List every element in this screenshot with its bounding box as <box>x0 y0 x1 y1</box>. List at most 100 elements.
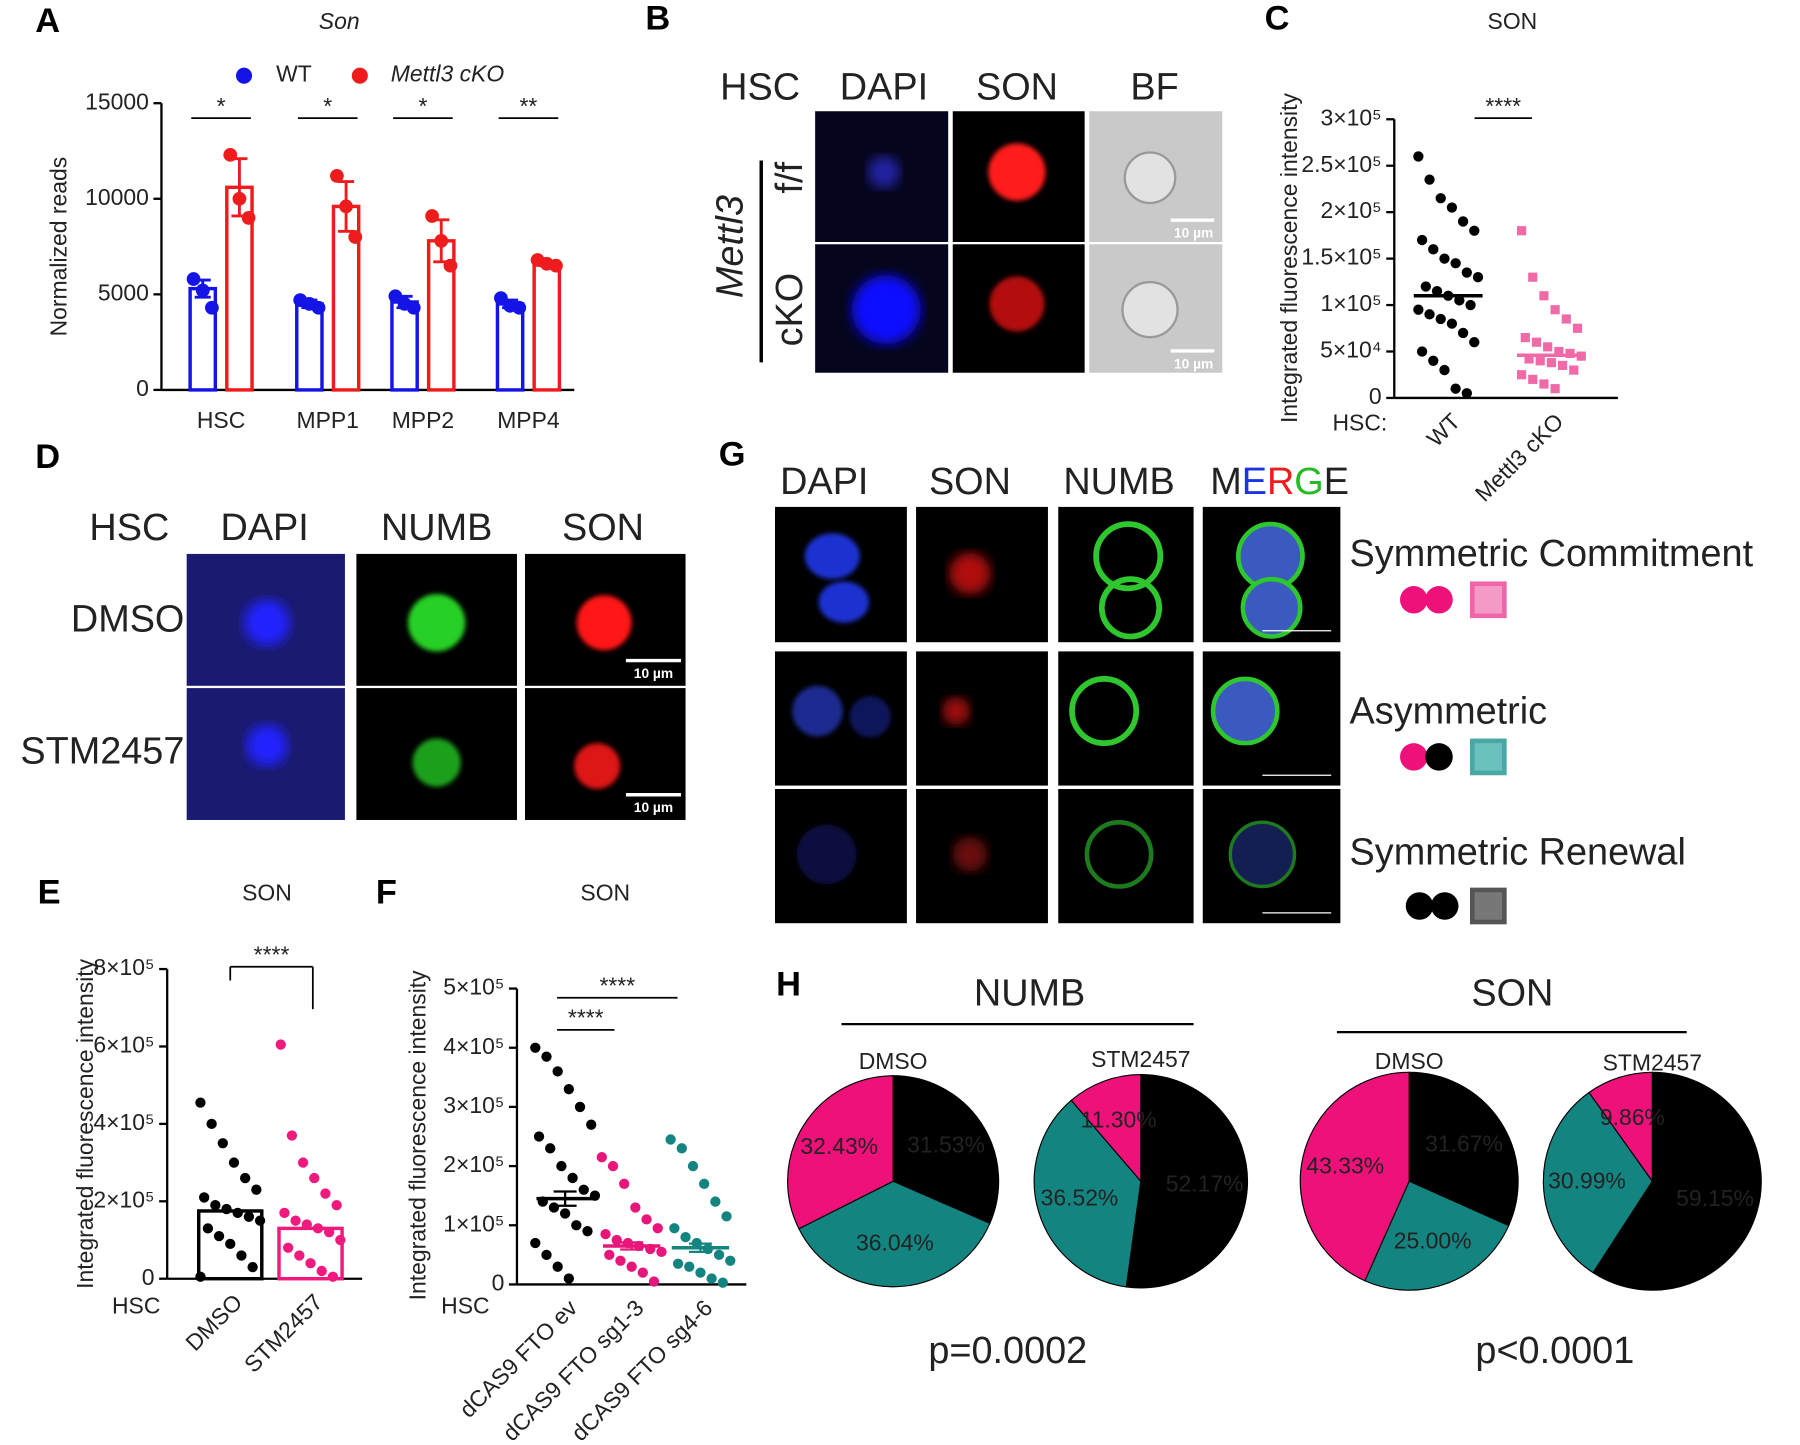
bar <box>277 1226 344 1281</box>
chart-title: SON <box>242 880 292 906</box>
data-point <box>1469 337 1480 348</box>
chart-title: SON <box>580 880 630 906</box>
data-point <box>563 1273 575 1284</box>
y-tick-label: 4×10⁵ <box>93 1109 154 1135</box>
data-point <box>672 1258 684 1269</box>
data-point <box>1472 272 1484 283</box>
legend-label: WT <box>276 61 312 87</box>
y-tick-label: 6×10⁵ <box>93 1032 154 1058</box>
data-point <box>710 1196 721 1207</box>
column-header: MERGE <box>1210 461 1349 503</box>
chart-title: Son <box>319 8 360 34</box>
pie-label: 9.86% <box>1600 1104 1665 1130</box>
data-point <box>699 1178 710 1190</box>
column-header: NUMB <box>1063 461 1174 503</box>
data-point <box>530 1042 541 1053</box>
data-point <box>243 1211 255 1222</box>
legend-label: Mettl3 cKO <box>391 61 505 87</box>
data-point <box>232 1207 243 1219</box>
data-point <box>607 1160 619 1172</box>
data-point <box>232 191 247 206</box>
data-point <box>1457 327 1469 339</box>
data-point <box>1569 365 1579 375</box>
panel-letter: A <box>35 2 60 40</box>
data-point <box>331 1200 342 1211</box>
data-point <box>186 272 201 286</box>
column-header: BF <box>1130 66 1178 108</box>
pie-label: 36.52% <box>1041 1184 1119 1210</box>
nucleus <box>849 696 891 738</box>
y-tick-label: 2×10⁵ <box>443 1151 504 1177</box>
data-point <box>571 1220 582 1231</box>
data-point <box>676 1143 687 1154</box>
icon-cell <box>1430 892 1459 920</box>
pie-label: 31.53% <box>907 1132 985 1158</box>
data-point <box>205 300 219 315</box>
data-point <box>1461 267 1472 278</box>
x-tick-label: WT <box>1422 408 1466 452</box>
data-point <box>241 211 256 225</box>
panel-letter: F <box>376 874 397 912</box>
data-point <box>330 168 344 183</box>
panel-letter: C <box>1265 0 1290 38</box>
data-point <box>600 1228 611 1240</box>
data-point <box>721 1211 732 1222</box>
data-point <box>1550 305 1560 315</box>
scale-bar-label: 10 µm <box>634 800 673 815</box>
data-point <box>217 1138 228 1149</box>
data-point <box>1461 388 1472 399</box>
data-point <box>611 1234 622 1246</box>
pie-slice <box>1588 1071 1653 1184</box>
icon-square <box>1469 887 1507 925</box>
data-point <box>641 1214 652 1225</box>
nucleus <box>867 155 900 189</box>
y-tick-label: 3×10⁵ <box>1321 104 1382 130</box>
data-point <box>615 1255 626 1266</box>
merge-letter: R <box>1267 461 1294 503</box>
bar <box>495 302 525 392</box>
data-point <box>552 1066 563 1077</box>
cell <box>952 837 988 872</box>
pie-slice <box>1542 1091 1654 1274</box>
significance-label: **** <box>254 942 290 968</box>
data-point <box>626 1261 637 1272</box>
data-point <box>1446 202 1458 213</box>
scale-bar-label: 10 µm <box>1174 226 1213 241</box>
data-point <box>225 1238 236 1250</box>
pie-title: DMSO <box>1375 1048 1444 1074</box>
pie-slice <box>798 1180 991 1288</box>
cell <box>1069 676 1140 747</box>
data-point <box>297 1157 309 1168</box>
pie-label: 43.33% <box>1306 1153 1384 1179</box>
data-point <box>1469 225 1480 236</box>
data-point <box>586 1119 597 1130</box>
row-label: DMSO <box>71 599 184 641</box>
data-point <box>210 1200 221 1211</box>
data-point <box>541 1051 552 1062</box>
cell <box>1093 521 1164 592</box>
data-point <box>494 291 508 306</box>
merge-letter: E <box>1242 461 1267 503</box>
y-tick-label: 5×10⁴ <box>1320 337 1381 363</box>
nucleus <box>796 824 857 885</box>
data-point <box>254 1215 266 1226</box>
data-point <box>316 1265 327 1277</box>
y-tick-label: 15000 <box>85 88 149 114</box>
nucleus <box>851 275 921 345</box>
bar <box>532 262 562 392</box>
data-point <box>195 1097 206 1108</box>
data-point <box>434 233 449 248</box>
pie-title: STM2457 <box>1091 1046 1190 1072</box>
data-point <box>578 1184 589 1195</box>
data-point <box>1450 258 1461 269</box>
data-point <box>1413 304 1424 315</box>
cell <box>1098 576 1163 640</box>
data-point <box>725 1255 736 1266</box>
bar <box>390 300 419 392</box>
data-point <box>1428 355 1439 366</box>
significance-label: * <box>418 93 427 119</box>
pie-slice <box>1033 1099 1142 1288</box>
data-point <box>1520 332 1530 343</box>
data-point <box>443 258 458 273</box>
y-tick-label: 4×10⁵ <box>443 1033 504 1059</box>
